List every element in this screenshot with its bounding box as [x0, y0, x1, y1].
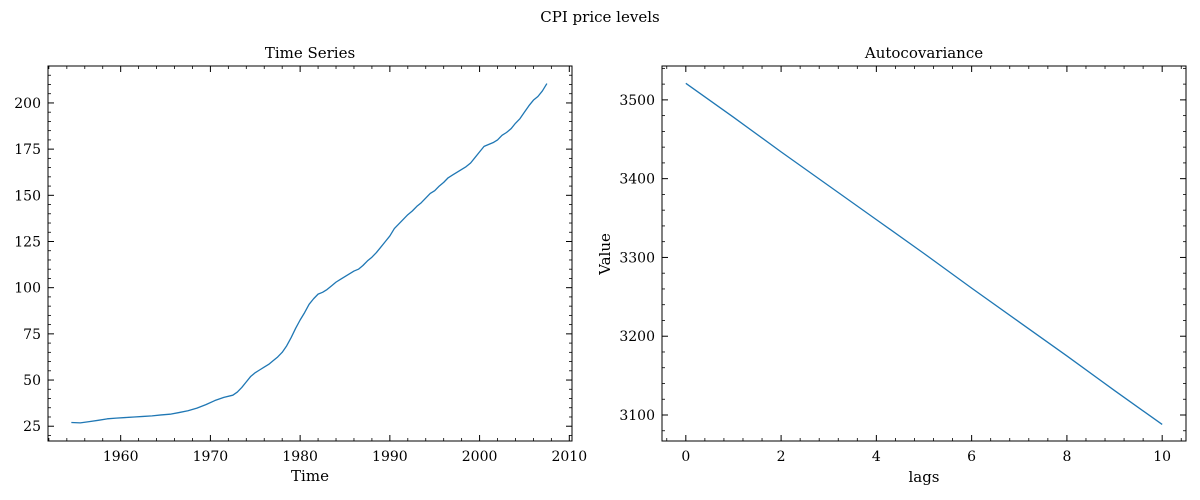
y-tick-label: 3500	[619, 93, 655, 109]
x-tick-label: 0	[681, 449, 690, 465]
y-tick-label: 75	[23, 327, 41, 343]
x-tick-label: 2000	[462, 449, 498, 465]
y-tick-label: 3100	[619, 408, 655, 424]
y-tick-label: 175	[14, 142, 41, 158]
autocovariance-panel: Autocovariance lags Value 0 2 4 6 8 10 3100 320…	[596, 44, 1187, 486]
x-axis-label: lags	[908, 468, 939, 486]
x-axis-label: Time	[291, 467, 329, 485]
y-tick-label: 200	[14, 96, 41, 112]
x-tick-label: 1990	[372, 449, 408, 465]
series-line	[71, 83, 548, 424]
y-tick-label: 150	[14, 188, 41, 204]
x-tick-label: 6	[967, 449, 976, 465]
x-tick-label: 8	[1062, 449, 1071, 465]
axes-frame	[661, 65, 1187, 442]
x-tick-label: 10	[1153, 449, 1171, 465]
series-line	[685, 82, 1163, 425]
panel-title: Time Series	[265, 44, 355, 62]
y-tick-label: 100	[14, 281, 41, 297]
figure-suptitle: CPI price levels	[540, 8, 659, 26]
y-tick-label: 25	[23, 419, 41, 435]
x-tick-label: 4	[872, 449, 881, 465]
x-tick-label: 1970	[193, 449, 229, 465]
panel-title: Autocovariance	[864, 44, 983, 62]
y-axis-label: Value	[596, 233, 614, 276]
y-tick-label: 3300	[619, 250, 655, 266]
y-tick-label: 125	[14, 234, 41, 250]
x-tick-label: 1960	[103, 449, 139, 465]
x-tick-label: 1980	[282, 449, 318, 465]
x-tick-label: 2	[777, 449, 786, 465]
time-series-panel: Time Series Time 1960 1970 1980 1990 2000 201…	[14, 44, 587, 485]
y-tick-label: 3400	[619, 172, 655, 188]
y-tick-label: 3200	[619, 329, 655, 345]
y-tick-label: 50	[23, 373, 41, 389]
axes-frame	[47, 65, 573, 442]
x-tick-label: 2010	[551, 449, 587, 465]
